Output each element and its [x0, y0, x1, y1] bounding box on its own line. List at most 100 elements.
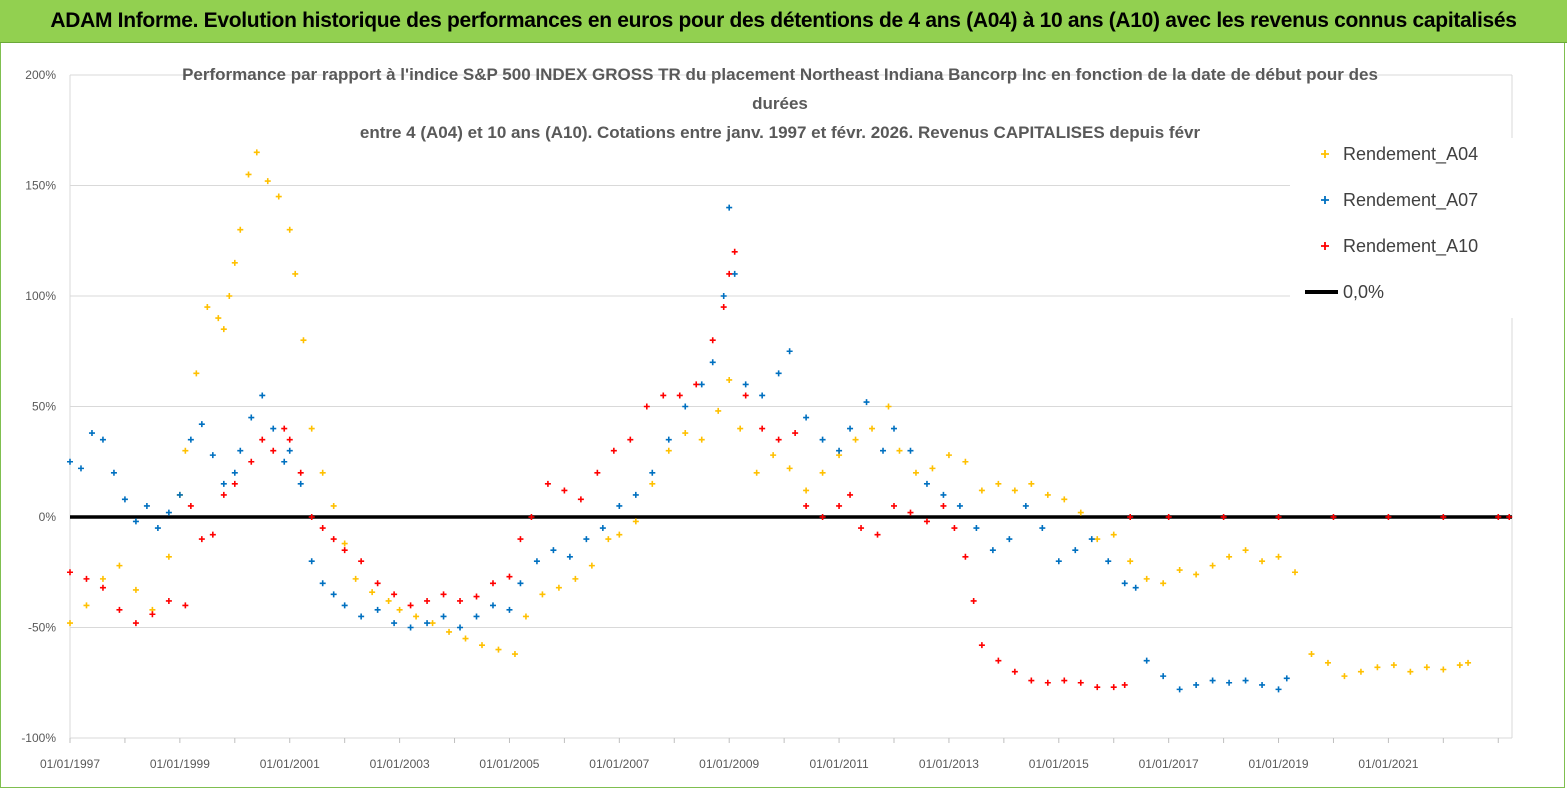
data-point — [907, 447, 914, 454]
data-point — [1121, 580, 1128, 587]
data-point — [1143, 657, 1150, 664]
data-point — [583, 536, 590, 543]
data-point — [1495, 514, 1502, 520]
data-point — [187, 436, 194, 443]
data-point — [978, 642, 985, 649]
data-point — [424, 620, 431, 627]
data-point — [176, 491, 183, 498]
data-point — [970, 597, 977, 604]
data-point — [753, 469, 760, 476]
data-point — [912, 469, 919, 476]
data-point — [643, 403, 650, 410]
data-point — [341, 540, 348, 547]
data-point — [676, 392, 683, 399]
data-point — [165, 553, 172, 560]
data-point — [259, 392, 266, 399]
legend-label-Rendement_A04: Rendement_A04 — [1343, 144, 1478, 165]
data-point — [99, 584, 106, 591]
x-tick-label: 01/01/2001 — [260, 757, 320, 771]
data-point — [352, 575, 359, 582]
data-point — [616, 531, 623, 538]
data-point — [143, 502, 150, 509]
data-point — [1456, 662, 1463, 669]
data-point — [457, 624, 464, 631]
y-tick-label: -50% — [28, 621, 56, 635]
data-point — [577, 496, 584, 503]
data-point — [292, 270, 299, 277]
data-point — [836, 447, 843, 454]
data-point — [220, 480, 227, 487]
data-point — [819, 514, 826, 520]
data-point — [1292, 569, 1299, 576]
plot-area — [67, 149, 1513, 693]
data-point — [1193, 571, 1200, 578]
data-point — [907, 509, 914, 516]
data-point — [341, 547, 348, 554]
data-point — [116, 606, 123, 613]
data-point — [220, 491, 227, 498]
data-point — [698, 381, 705, 388]
x-tick-label: 01/01/1999 — [150, 757, 210, 771]
data-point — [522, 613, 529, 620]
data-point — [775, 370, 782, 377]
data-point — [1193, 681, 1200, 688]
data-point — [1423, 664, 1430, 671]
data-point — [858, 525, 865, 532]
data-point — [193, 370, 200, 377]
data-point — [308, 514, 315, 520]
data-point — [874, 531, 881, 538]
data-point — [1061, 496, 1068, 503]
data-point — [632, 491, 639, 498]
data-point — [940, 491, 947, 498]
x-tick-label: 01/01/2009 — [699, 757, 759, 771]
data-point — [248, 414, 255, 421]
data-point — [1094, 684, 1101, 691]
data-point — [489, 580, 496, 587]
data-point — [819, 469, 826, 476]
data-point — [786, 465, 793, 472]
data-point — [264, 178, 271, 185]
data-point — [1275, 514, 1282, 520]
data-point — [1390, 662, 1397, 669]
data-point — [67, 569, 73, 576]
data-point — [1143, 575, 1150, 582]
data-point — [616, 502, 623, 509]
chart-title-line-2: durées — [752, 94, 808, 113]
data-point — [847, 425, 854, 432]
data-point — [1006, 536, 1013, 543]
data-point — [281, 458, 288, 465]
data-point — [1039, 525, 1046, 532]
data-point — [929, 465, 936, 472]
data-point — [209, 531, 216, 538]
data-point — [1110, 684, 1117, 691]
data-point — [1011, 487, 1018, 494]
report-banner: ADAM Informe. Evolution historique des p… — [0, 0, 1567, 43]
data-point — [555, 584, 562, 591]
data-point — [440, 591, 447, 598]
data-point — [1341, 673, 1348, 680]
chart-title-line-3: entre 4 (A04) et 10 ans (A10). Cotations… — [360, 123, 1201, 142]
data-point — [605, 536, 612, 543]
data-point — [940, 502, 947, 509]
data-point — [1226, 553, 1233, 560]
data-point — [1022, 502, 1029, 509]
data-point — [220, 326, 227, 333]
data-point — [561, 487, 568, 494]
data-point — [358, 558, 365, 565]
legend-marker-Rendement_A04 — [1321, 150, 1329, 158]
data-point — [1209, 677, 1216, 684]
data-point — [1506, 514, 1513, 520]
data-point — [391, 591, 398, 598]
data-point — [995, 657, 1002, 664]
y-tick-label: 200% — [25, 68, 56, 82]
data-point — [83, 602, 90, 609]
data-point — [682, 403, 689, 410]
data-point — [836, 502, 843, 509]
data-point — [544, 480, 551, 487]
y-tick-label: 0% — [39, 510, 57, 524]
data-point — [880, 447, 887, 454]
data-point — [308, 558, 315, 565]
data-point — [204, 304, 211, 311]
data-point — [792, 430, 799, 437]
data-point — [1275, 686, 1282, 693]
